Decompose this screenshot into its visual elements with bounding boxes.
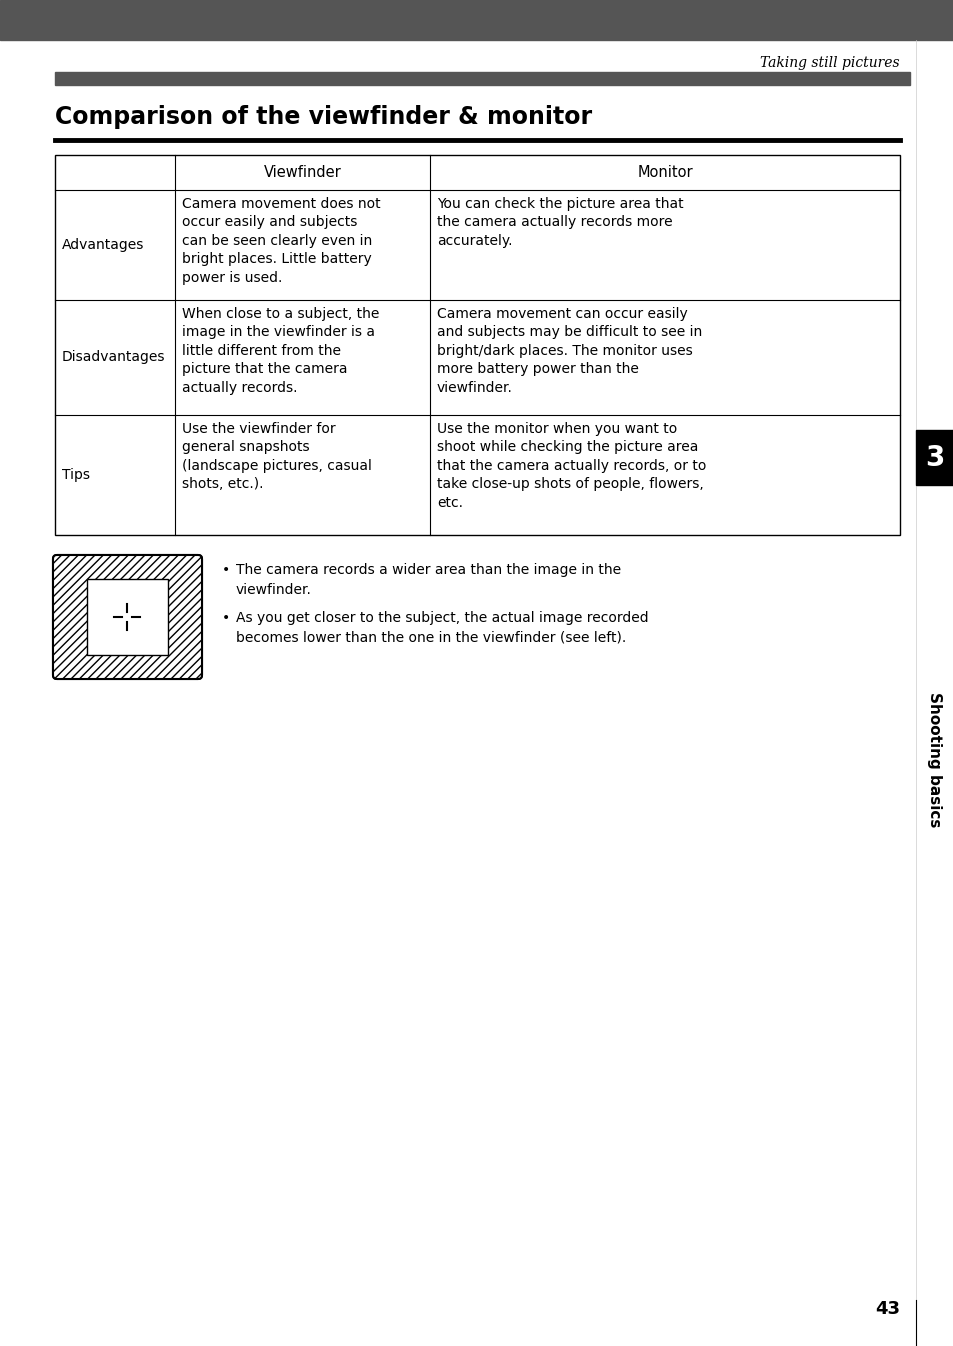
FancyBboxPatch shape [53, 555, 202, 678]
Text: Use the monitor when you want to
shoot while checking the picture area
that the : Use the monitor when you want to shoot w… [436, 423, 705, 510]
Text: Taking still pictures: Taking still pictures [760, 57, 899, 70]
Bar [55, 155, 899, 534]
Text: •: • [222, 611, 230, 625]
Text: Tips: Tips [62, 468, 90, 482]
Text: •: • [222, 563, 230, 577]
Text: 43: 43 [874, 1300, 899, 1318]
Text: 3: 3 [924, 443, 943, 471]
Text: When close to a subject, the
image in the viewfinder is a
little different from : When close to a subject, the image in th… [182, 307, 379, 394]
Text: Viewfinder: Viewfinder [263, 166, 341, 180]
Text: Advantages: Advantages [62, 238, 144, 252]
FancyBboxPatch shape [53, 555, 202, 678]
Bar [87, 579, 168, 656]
Text: The camera records a wider area than the image in the
viewfinder.: The camera records a wider area than the… [235, 563, 620, 596]
Bar [915, 0, 953, 1346]
Bar [55, 71, 909, 85]
Bar [915, 429, 953, 485]
Text: Camera movement can occur easily
and subjects may be difficult to see in
bright/: Camera movement can occur easily and sub… [436, 307, 701, 394]
Text: Camera movement does not
occur easily and subjects
can be seen clearly even in
b: Camera movement does not occur easily an… [182, 197, 380, 284]
Text: Shooting basics: Shooting basics [926, 692, 942, 828]
Text: As you get closer to the subject, the actual image recorded
becomes lower than t: As you get closer to the subject, the ac… [235, 611, 648, 645]
Bar [0, 0, 953, 40]
Text: Monitor: Monitor [637, 166, 692, 180]
Text: Use the viewfinder for
general snapshots
(landscape pictures, casual
shots, etc.: Use the viewfinder for general snapshots… [182, 423, 372, 491]
Text: Disadvantages: Disadvantages [62, 350, 165, 365]
Text: You can check the picture area that
the camera actually records more
accurately.: You can check the picture area that the … [436, 197, 683, 248]
Text: Comparison of the viewfinder & monitor: Comparison of the viewfinder & monitor [55, 105, 592, 129]
Bar [87, 579, 168, 656]
